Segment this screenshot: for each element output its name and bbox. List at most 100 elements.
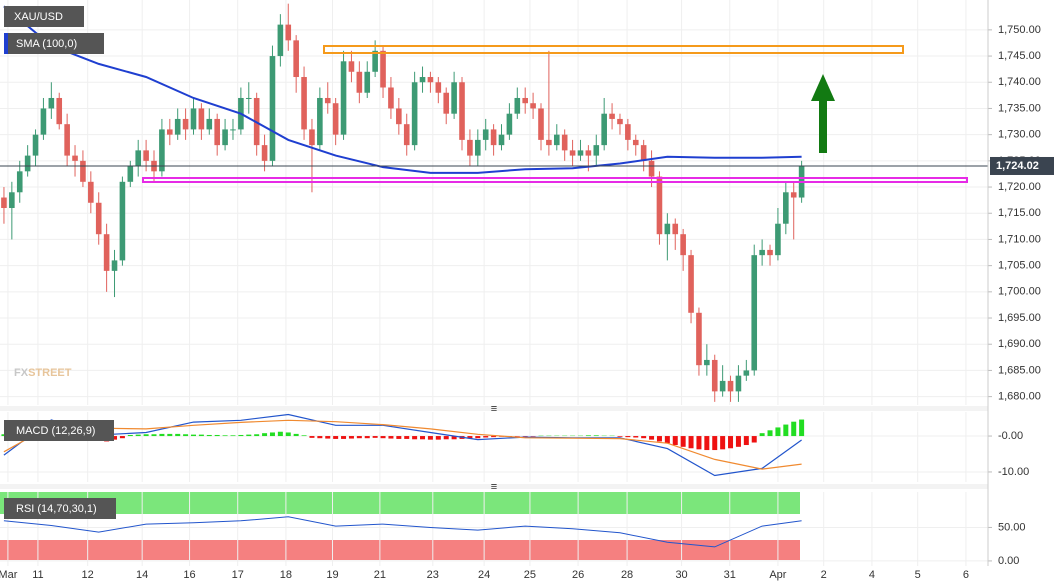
y-tick-label: 1,690.00 <box>998 338 1041 350</box>
watermark: FXSTREET <box>14 367 72 379</box>
histogram-bar <box>720 436 726 450</box>
labels: XAU/USD SMA (100,0) MACD (12,26,9) RSI (… <box>4 6 116 519</box>
candle-body <box>48 97 55 109</box>
x-tick-label: 31 <box>724 569 736 581</box>
histogram-bar <box>388 436 394 439</box>
histogram-bar <box>151 434 157 437</box>
sma-box <box>4 33 104 54</box>
candle-body <box>206 118 213 130</box>
candle-body <box>506 113 513 135</box>
candle-body <box>56 97 63 125</box>
histogram-bar <box>348 436 354 439</box>
histogram-bar <box>775 427 781 437</box>
histogram-bar <box>119 436 125 439</box>
candle-body <box>364 71 371 93</box>
candle-body <box>435 82 442 93</box>
candle-body <box>704 359 710 366</box>
watermark-street: STREET <box>28 367 72 379</box>
candle-body <box>735 375 742 392</box>
candle-body <box>767 249 773 256</box>
candle-body <box>601 113 607 146</box>
candle-body <box>119 181 126 261</box>
candle-body <box>143 150 149 161</box>
histogram-bar <box>712 436 718 451</box>
sma-swatch <box>4 33 8 54</box>
x-tick-label: Apr <box>769 569 786 581</box>
panel-divider <box>0 484 988 489</box>
candle-body <box>688 255 694 313</box>
candle-body <box>245 97 252 99</box>
candle-body <box>309 129 315 146</box>
candle-body <box>103 234 110 271</box>
candle-body <box>348 61 355 72</box>
histogram-bar <box>190 434 196 437</box>
histogram-bar <box>435 436 441 440</box>
histogram-bar <box>427 436 433 440</box>
y-tick-label: 1,695.00 <box>998 312 1041 324</box>
legend-entry: SMA (100,0) <box>16 38 77 50</box>
y-tick-label: -10.00 <box>998 466 1029 478</box>
candle-body <box>380 50 386 88</box>
candle-body <box>1 197 7 209</box>
histogram-bar <box>633 436 639 438</box>
candle-body <box>751 255 758 371</box>
y-tick-label: 1,735.00 <box>998 102 1041 114</box>
up-arrow <box>811 74 835 153</box>
resistance-zone <box>323 45 904 54</box>
histogram-bar <box>293 433 299 437</box>
histogram-bar <box>135 434 141 437</box>
candle-body <box>230 129 236 131</box>
histogram-bar <box>412 436 418 440</box>
histogram-bar <box>483 436 489 438</box>
x-tick-label: 28 <box>621 569 633 581</box>
candle-body <box>356 71 363 93</box>
histogram-bar <box>246 434 252 437</box>
histogram-bar <box>262 433 268 437</box>
y-tick-label: 50.00 <box>998 521 1026 533</box>
y-tick-label: 1,715.00 <box>998 207 1041 219</box>
histogram-bar <box>696 436 702 450</box>
x-tick-label: 4 <box>869 569 875 581</box>
candle-body <box>790 192 797 198</box>
rsi-oversold-band <box>0 540 800 560</box>
histogram-bar <box>167 433 173 437</box>
y-tick-label: 1,685.00 <box>998 364 1041 376</box>
histogram-bar <box>214 434 220 437</box>
histogram-bar <box>783 424 789 437</box>
candle-body <box>340 61 347 135</box>
rsi-box <box>4 498 116 519</box>
candle-body <box>546 139 552 146</box>
candle-body <box>80 160 86 182</box>
histogram-bar <box>420 436 426 440</box>
histogram-bar <box>585 435 591 437</box>
candle-body <box>317 97 323 146</box>
histogram-bar <box>364 436 370 439</box>
candle-body <box>88 181 94 203</box>
x-tick-label: 30 <box>675 569 687 581</box>
histogram-bar <box>222 435 228 437</box>
x-tick-label: 18 <box>280 569 292 581</box>
histogram-bar <box>656 436 662 442</box>
y-tick-label: 1,705.00 <box>998 260 1041 272</box>
candle-body <box>625 124 631 140</box>
y-tick-label: 1,710.00 <box>998 233 1041 245</box>
candle-body <box>727 380 734 392</box>
candle-body <box>388 87 394 109</box>
histogram-bar <box>230 435 236 437</box>
candle-body <box>743 370 750 376</box>
candle-body <box>324 97 331 104</box>
symbol-label: XAU/USD <box>14 11 63 23</box>
x-tick-label: 19 <box>326 569 338 581</box>
x-tick-label: 25 <box>524 569 536 581</box>
candle-body <box>475 139 481 156</box>
candle-body <box>269 56 276 161</box>
candle-body <box>522 97 528 104</box>
candle-body <box>490 129 497 146</box>
x-tick-label: 16 <box>183 569 195 581</box>
candle-body <box>167 129 173 135</box>
candle-body <box>585 150 592 156</box>
candle-body <box>719 380 726 392</box>
